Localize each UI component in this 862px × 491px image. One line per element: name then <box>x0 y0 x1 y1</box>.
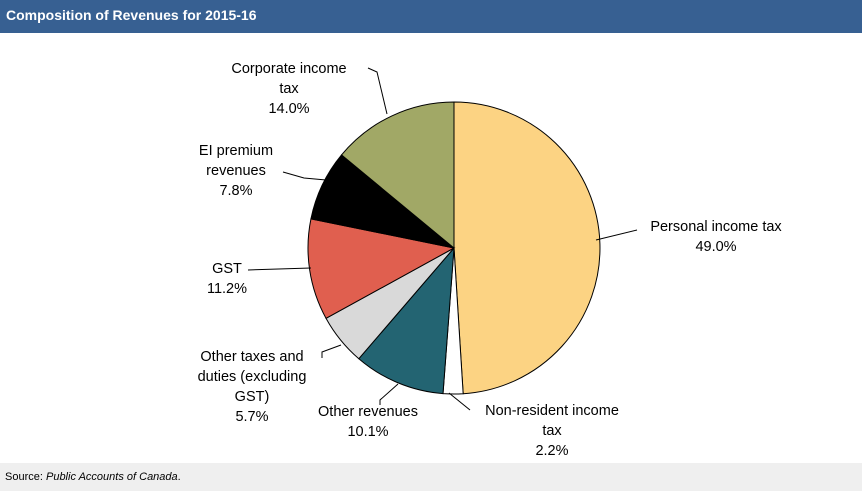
slice-value-label: 11.2% <box>207 281 247 297</box>
source-note: Source: Public Accounts of Canada. <box>5 471 181 483</box>
pie-slice-other-revenues <box>358 246 455 395</box>
leader-line-non-resident-income <box>448 392 471 411</box>
pie-chart: Personal income tax 49.0% Non-resident inc… <box>198 61 783 459</box>
slice-value-label: 14.0% <box>268 101 309 117</box>
slice-name-line: Corporate income <box>231 61 346 77</box>
slice-label-corporate-income: Corporate income tax 14.0% <box>231 61 346 117</box>
slice-value-label: 2.2% <box>535 443 568 459</box>
slice-name-line: duties (excluding <box>198 369 307 385</box>
leader-line-gst <box>247 267 312 271</box>
leader-line-other-revenues <box>379 383 399 405</box>
leader-line-personal-income-tax <box>595 229 638 241</box>
slice-label-gst: GST 11.2% <box>207 261 247 297</box>
slice-label-other-taxes-and: Other taxes and duties (excluding GST) 5.7% <box>198 349 307 425</box>
slice-label-other-revenues: Other revenues 10.1% <box>318 404 418 440</box>
slice-name-line: GST) <box>235 389 270 405</box>
slice-name-line: tax <box>279 81 299 97</box>
slice-name-line: Non-resident income <box>485 403 619 419</box>
slice-name-line: Other revenues <box>318 404 418 420</box>
slice-label-ei-premium: EI premium revenues 7.8% <box>199 143 273 199</box>
pie-slice-gst <box>307 218 456 320</box>
slice-value-label: 7.8% <box>219 183 252 199</box>
slice-name-line: Personal income tax <box>650 219 782 235</box>
slice-name-line: revenues <box>206 163 266 179</box>
leader-line-ei-premium <box>282 171 327 181</box>
slice-label-non-resident-income: Non-resident income tax 2.2% <box>485 403 619 459</box>
slice-value-label: 10.1% <box>347 424 388 440</box>
chart-title: Composition of Revenues for 2015-16 <box>6 7 257 23</box>
leader-line-other-taxes-and <box>321 344 342 358</box>
slice-name-line: tax <box>542 423 562 439</box>
leader-line-corporate-income <box>367 67 388 115</box>
footer: Source: Public Accounts of Canada. <box>0 463 862 491</box>
slice-value-label: 49.0% <box>695 239 736 255</box>
source-label: Source: <box>5 471 43 483</box>
source-value: Public Accounts of Canada <box>45 471 178 483</box>
slice-name-line: EI premium <box>199 143 273 159</box>
chart-header: Composition of Revenues for 2015-16 <box>0 0 862 33</box>
slice-value-label: 5.7% <box>235 409 268 425</box>
chart-area: Personal income tax 49.0% Non-resident inc… <box>0 33 862 463</box>
pie-slice-corporate-income <box>340 101 455 250</box>
slice-name-line: GST <box>212 261 242 277</box>
source-end: . <box>177 471 181 483</box>
slice-label-personal-income-tax: Personal income tax 49.0% <box>650 219 782 255</box>
slice-name-line: Other taxes and <box>200 349 303 365</box>
pie-slice-personal-income-tax <box>453 101 601 395</box>
